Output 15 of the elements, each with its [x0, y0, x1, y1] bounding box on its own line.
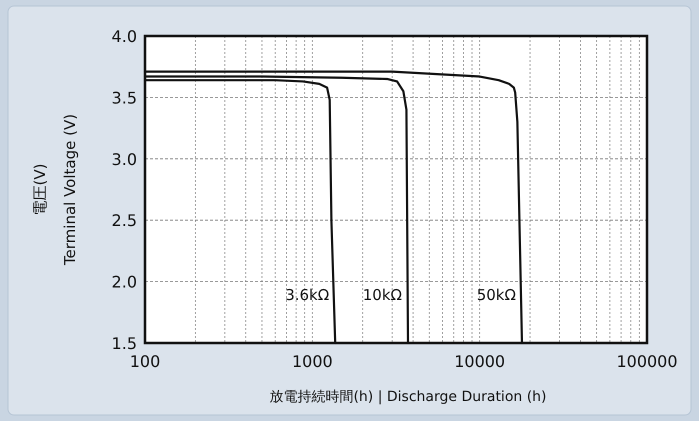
series-label: 3.6kΩ: [285, 286, 330, 304]
x-tick-label: 10000: [454, 352, 506, 371]
x-tick-label: 100: [130, 352, 160, 371]
y-tick-label: 2.0: [112, 272, 137, 292]
y-tick-label: 3.5: [112, 88, 137, 108]
y-tick-label: 3.0: [112, 150, 137, 169]
y-tick-label: 4.0: [112, 27, 137, 46]
y-tick-label: 2.5: [112, 211, 137, 230]
y-tick-label: 1.5: [112, 334, 137, 353]
x-axis-title: 放電持続時間(h) | Discharge Duration (h): [269, 389, 547, 405]
y-axis-title: 電圧(V) Terminal Voltage (V): [31, 114, 79, 266]
x-tick-label: 1000: [292, 352, 333, 371]
series-label: 50kΩ: [476, 286, 516, 304]
x-tick-label: 100000: [616, 352, 678, 371]
series-label: 10kΩ: [362, 286, 402, 304]
